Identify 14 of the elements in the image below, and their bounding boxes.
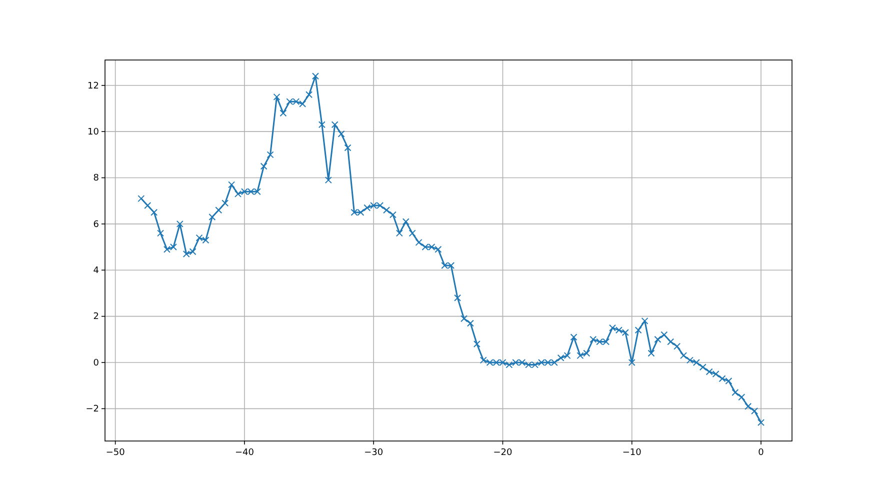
x-tick-label: −50 (106, 448, 126, 458)
x-tick-label: −40 (234, 448, 254, 458)
y-tick-label: 6 (93, 220, 100, 230)
y-tick-label: 4 (93, 266, 100, 276)
x-tick-label: −10 (622, 448, 642, 458)
x-tick-label: −20 (493, 448, 513, 458)
y-tick-label: 10 (88, 127, 100, 138)
y-tick-label: 0 (93, 358, 100, 368)
y-tick-label: 2 (93, 312, 99, 322)
y-tick-label: −2 (86, 404, 99, 415)
x-tick-label: 0 (758, 448, 764, 458)
y-tick-label: 12 (88, 81, 99, 92)
x-tick-label: −30 (364, 448, 384, 458)
y-tick-label: 8 (93, 174, 100, 184)
